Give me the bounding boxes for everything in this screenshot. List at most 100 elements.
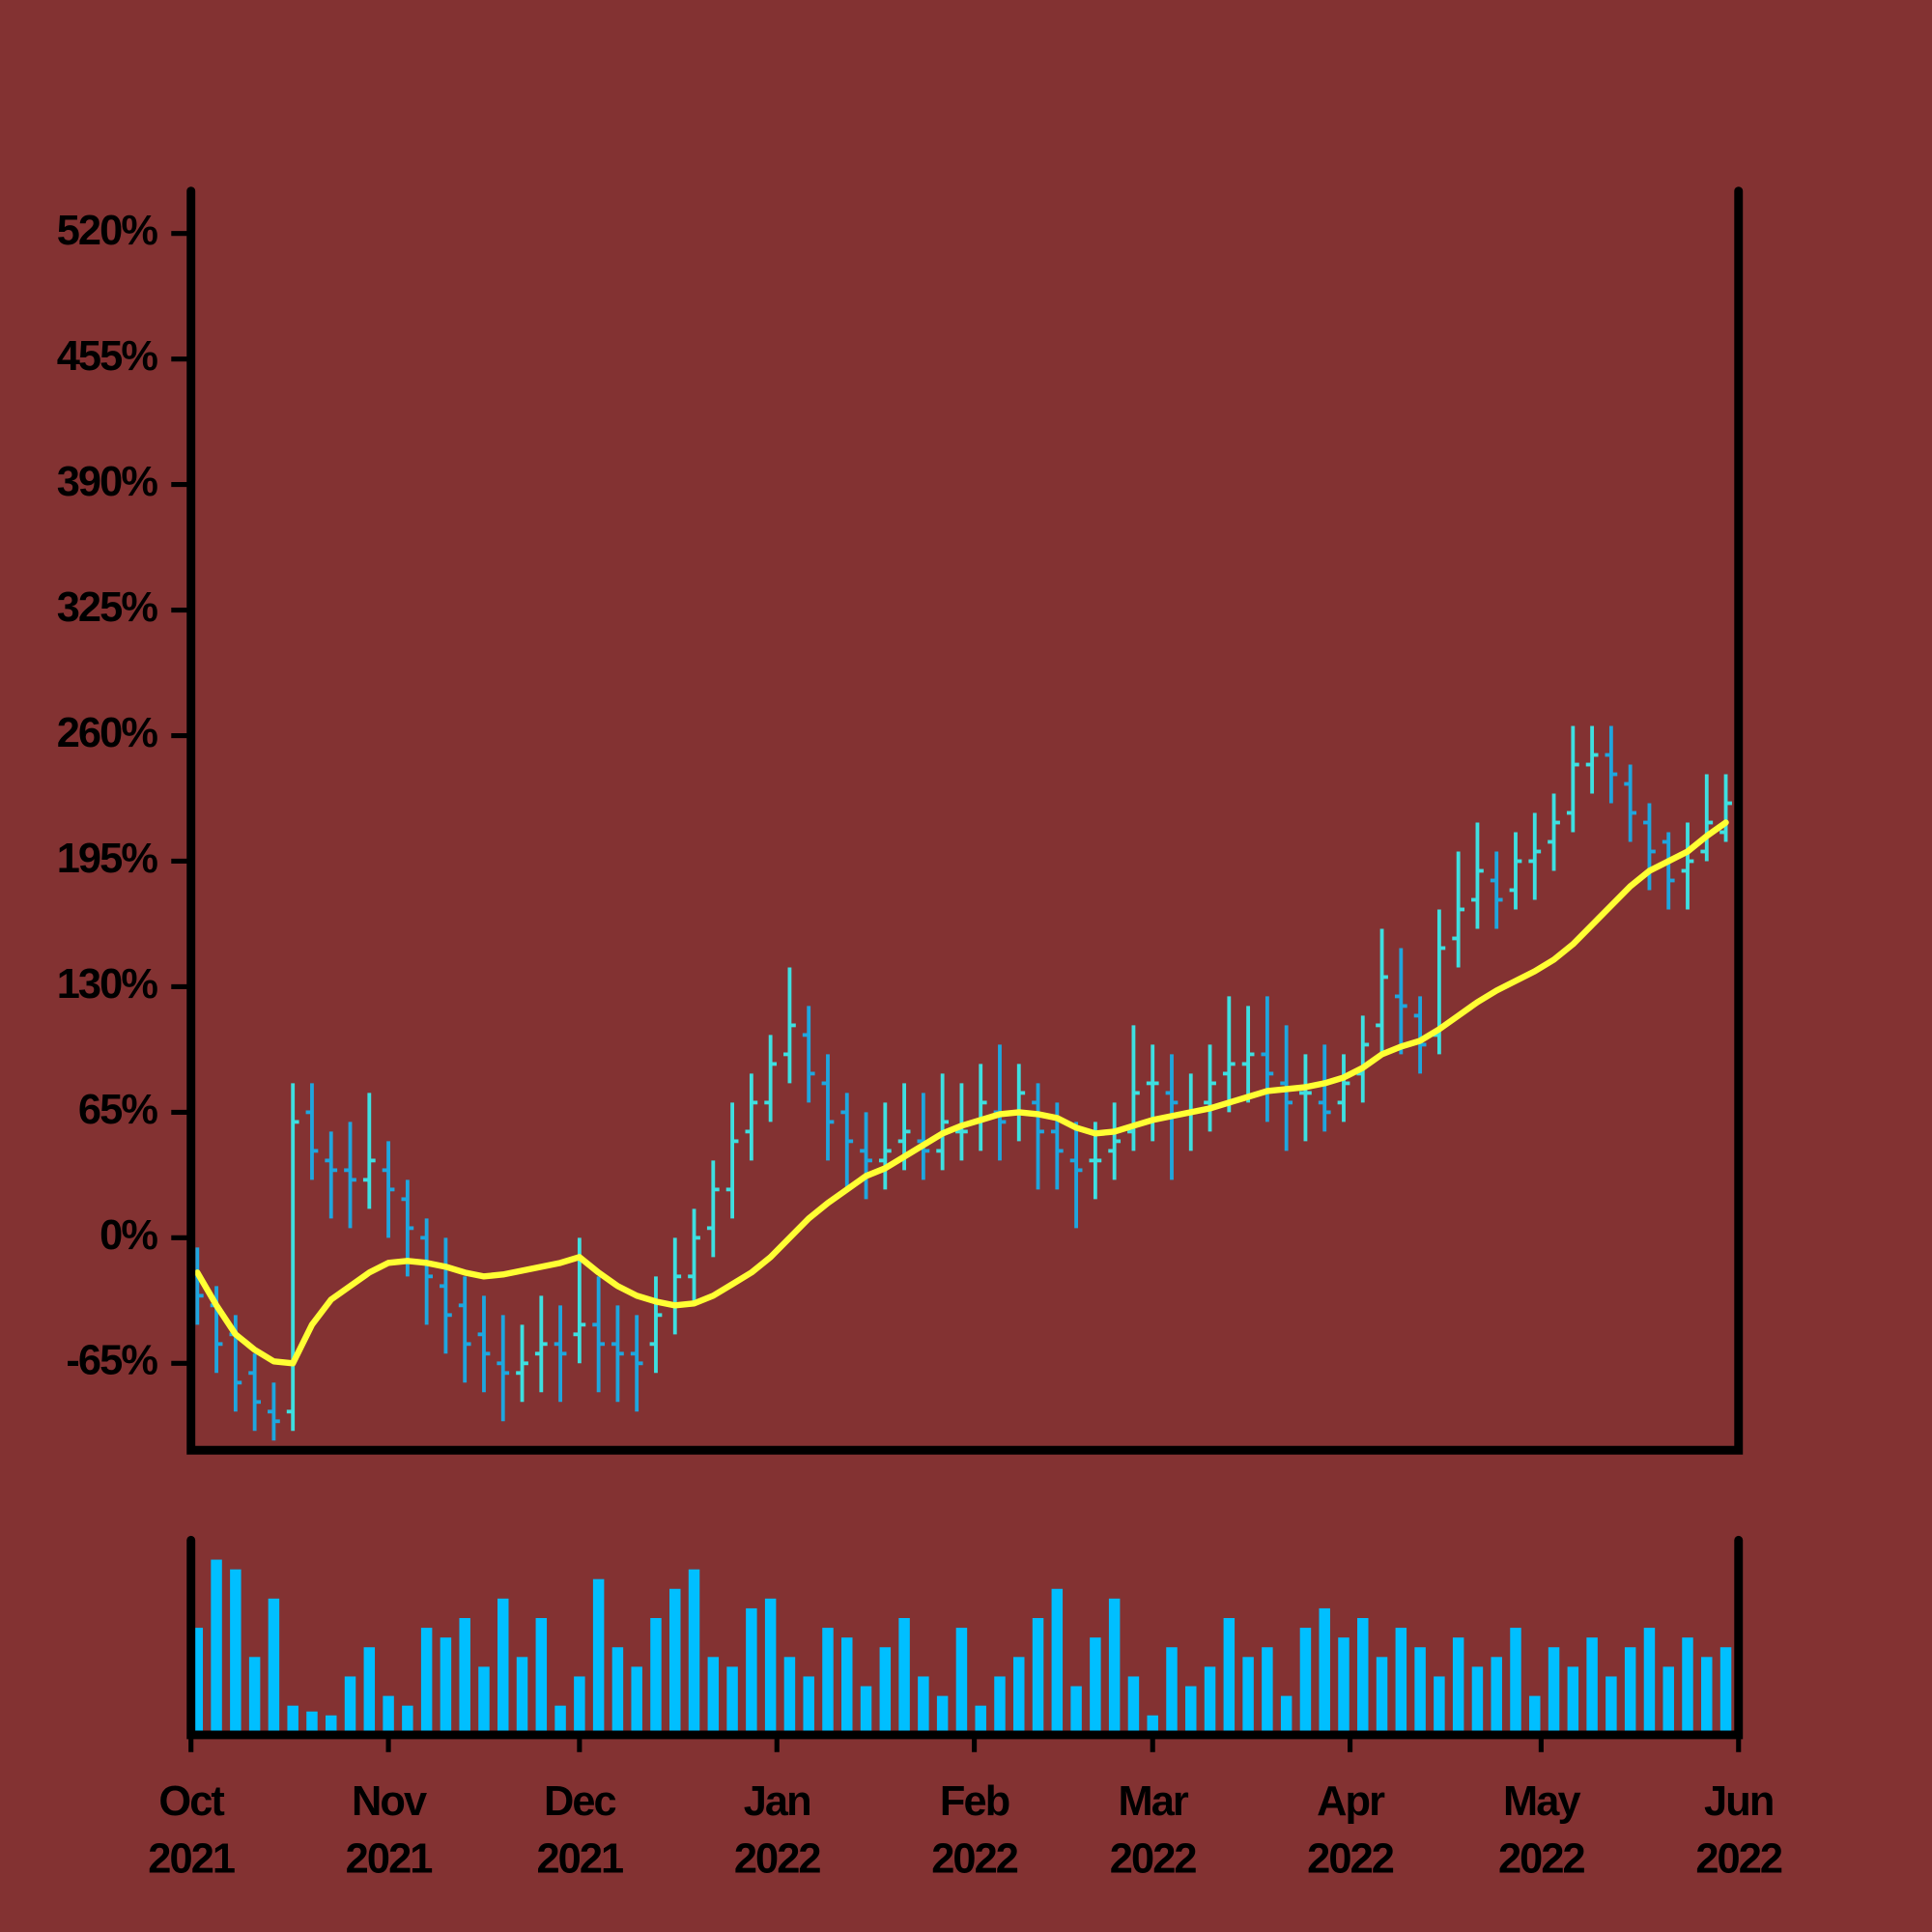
volume-bar: [1434, 1676, 1445, 1735]
volume-bar: [994, 1676, 1006, 1735]
volume-bar: [248, 1657, 261, 1735]
volume-bar: [230, 1569, 242, 1735]
volume-bar: [478, 1666, 490, 1735]
x-tick-label: Jun: [1704, 1778, 1773, 1825]
volume-bar: [1548, 1647, 1560, 1735]
volume-bar: [363, 1647, 376, 1735]
volume-bar: [611, 1647, 624, 1735]
volume-bar: [1357, 1617, 1369, 1735]
y-tick-label: 390%: [57, 459, 158, 505]
x-tick-label: 2022: [1498, 1836, 1585, 1883]
y-tick-label: 65%: [78, 1087, 157, 1133]
volume-bar: [1147, 1715, 1158, 1735]
x-tick-label: 2022: [1110, 1836, 1197, 1883]
volume-bar: [1471, 1666, 1484, 1735]
volume-bar: [669, 1588, 681, 1735]
volume-bar: [287, 1705, 298, 1735]
volume-bar: [764, 1598, 777, 1735]
y-tick-label: 260%: [57, 710, 158, 756]
volume-bar: [402, 1705, 413, 1735]
volume-bar: [1605, 1676, 1617, 1735]
volume-bar: [1166, 1647, 1178, 1735]
moving-average: [194, 819, 1729, 1367]
volume-bar: [1223, 1617, 1236, 1735]
volume-bar: [1624, 1647, 1636, 1735]
volume-bar: [516, 1657, 528, 1735]
volume-bar: [1013, 1657, 1025, 1735]
x-tick-label: Apr: [1317, 1778, 1385, 1825]
x-tick-label: 2022: [931, 1836, 1018, 1883]
volume-bar: [879, 1647, 892, 1735]
y-tick-label: -65%: [66, 1338, 157, 1384]
volume-bar: [688, 1569, 700, 1735]
x-tick-label: Jan: [744, 1778, 810, 1825]
x-tick-label: Mar: [1119, 1778, 1189, 1825]
axis-frame: [186, 1535, 1744, 1740]
volume-bar: [746, 1607, 757, 1735]
x-tick-label: May: [1503, 1778, 1580, 1825]
volume-bar: [860, 1686, 872, 1735]
volume-bar: [1090, 1637, 1101, 1735]
volume-bar: [268, 1598, 280, 1735]
volume-bar: [440, 1637, 452, 1735]
volume-bar: [1586, 1637, 1598, 1735]
volume-bar: [1529, 1695, 1541, 1735]
volume-bar: [822, 1628, 834, 1735]
volume-bar: [191, 1628, 204, 1735]
volume-bar: [1185, 1686, 1197, 1735]
volume-bar: [1262, 1647, 1273, 1735]
x-tick-label: Dec: [544, 1778, 616, 1825]
x-tick-label: 2022: [734, 1836, 821, 1883]
volume-bar: [1280, 1695, 1293, 1735]
volume-bar: [1682, 1637, 1693, 1735]
x-tick-label: 2022: [1695, 1836, 1782, 1883]
volume-bar: [1662, 1666, 1674, 1735]
volume-bar: [1032, 1617, 1044, 1735]
y-tick-label: 325%: [57, 584, 158, 631]
volume-bar: [975, 1705, 986, 1735]
volume-bar: [326, 1715, 337, 1735]
volume-bar: [592, 1578, 605, 1735]
volume-bar: [1338, 1637, 1350, 1735]
volume-bar: [1108, 1598, 1121, 1735]
volume-bar: [1643, 1628, 1656, 1735]
volume-bar: [1376, 1657, 1388, 1735]
volume-bar: [841, 1637, 853, 1735]
volume-bar: [631, 1666, 642, 1735]
volume-bar: [1452, 1637, 1464, 1735]
axis-frame: [186, 186, 1744, 1455]
volume-bar: [535, 1617, 548, 1735]
volume-bar: [726, 1666, 738, 1735]
volume-bar: [1051, 1588, 1064, 1735]
x-tick-label: Feb: [940, 1778, 1009, 1825]
volume-bar: [918, 1676, 929, 1735]
y-tick-label: 455%: [57, 333, 158, 380]
y-tick-label: 195%: [57, 836, 158, 882]
volume-bar: [1395, 1628, 1407, 1735]
volume-bar: [1299, 1628, 1312, 1735]
volume-bar: [420, 1628, 433, 1735]
volume-bar: [936, 1695, 949, 1735]
volume-bar: [306, 1711, 318, 1735]
x-tick-label: 2022: [1307, 1836, 1394, 1883]
volume-bar: [1414, 1647, 1426, 1735]
volume-bar: [1204, 1666, 1216, 1735]
volume-bar: [1070, 1686, 1082, 1735]
x-tick-label: Oct: [158, 1778, 224, 1825]
volume-bar: [1319, 1607, 1330, 1735]
volume-bar: [459, 1617, 470, 1735]
volume-bar: [707, 1657, 720, 1735]
x-tick-label: 2021: [536, 1836, 623, 1883]
volume-bar: [574, 1676, 585, 1735]
volume-bar: [497, 1598, 509, 1735]
volume-bar: [1242, 1657, 1254, 1735]
volume-bar: [898, 1617, 910, 1735]
x-tick-label: 2021: [346, 1836, 433, 1883]
volume-bar: [1491, 1657, 1502, 1735]
volume-bar: [1701, 1657, 1713, 1735]
volume-bar: [803, 1676, 814, 1735]
y-tick-label: 0%: [99, 1212, 157, 1259]
volume-bar: [1567, 1666, 1579, 1735]
